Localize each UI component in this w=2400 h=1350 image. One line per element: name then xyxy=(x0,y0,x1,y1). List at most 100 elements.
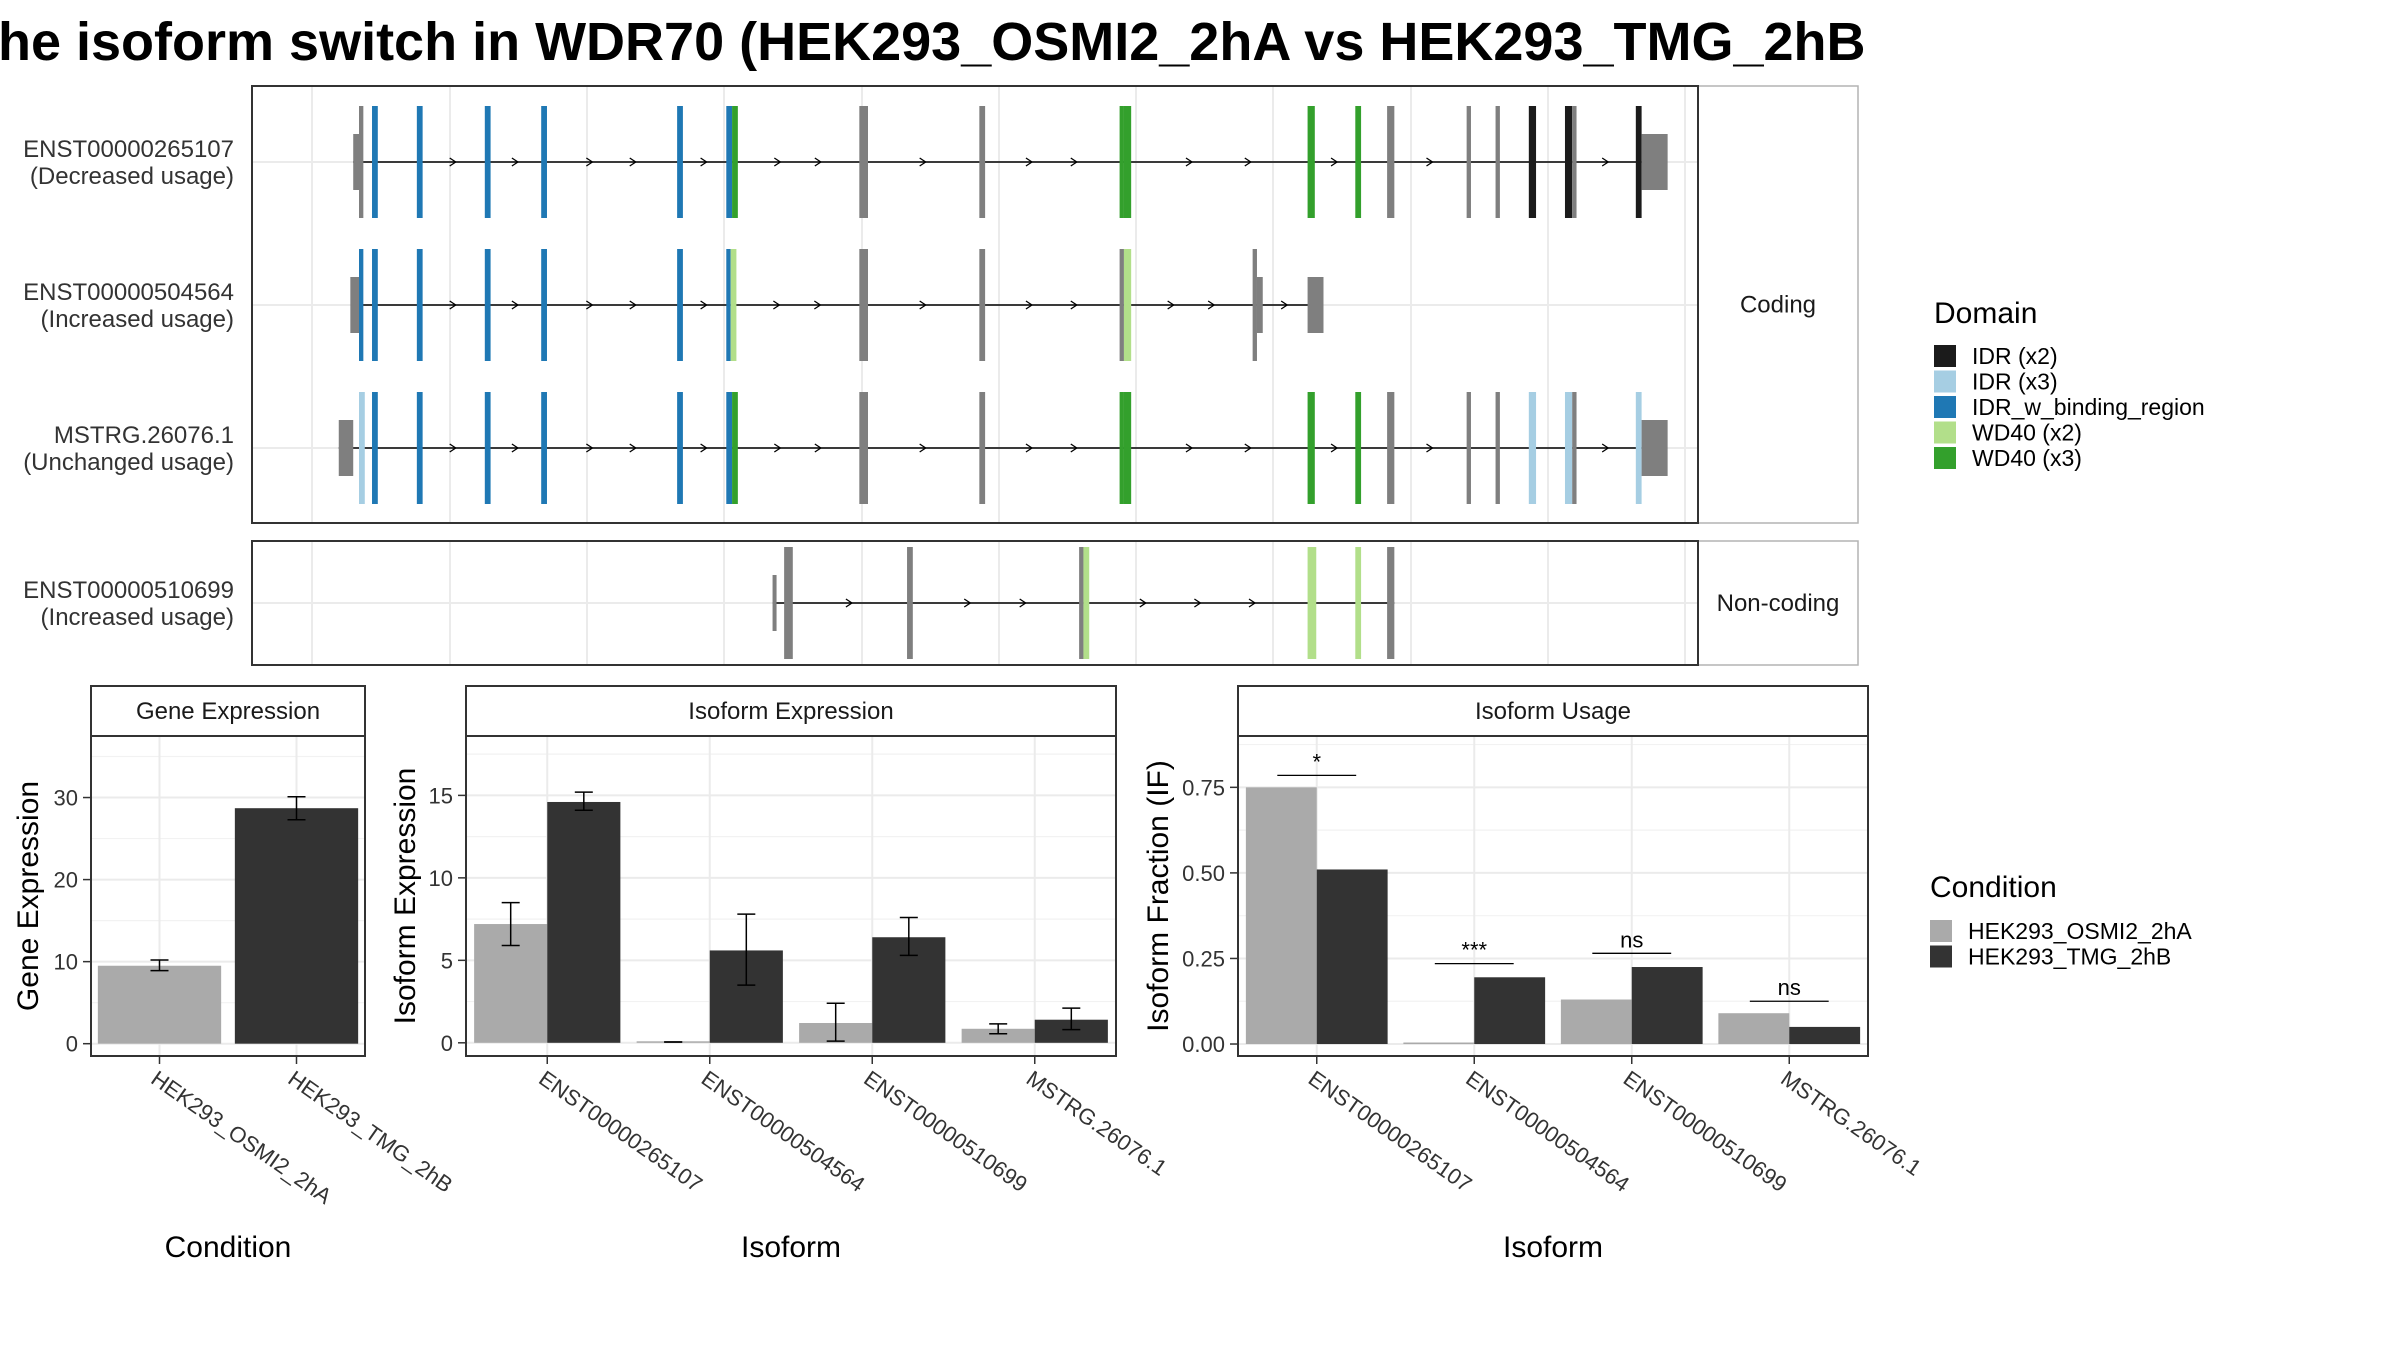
strand-arrow xyxy=(1426,157,1434,167)
bar xyxy=(1474,977,1546,1045)
exon-block xyxy=(732,106,738,218)
isoform-label: ENST00000510699 xyxy=(23,577,234,604)
strand-arrow xyxy=(700,443,708,453)
exon-block xyxy=(338,420,354,476)
figure-title: he isoform switch in WDR70 (HEK293_OSMI2… xyxy=(0,12,1866,72)
strand-arrow xyxy=(1167,300,1175,310)
bar xyxy=(1403,1042,1475,1045)
exon-block xyxy=(541,392,547,504)
exon-block xyxy=(1123,249,1132,361)
y-tick-label: 15 xyxy=(429,783,453,808)
exon-block xyxy=(1528,392,1537,504)
isoform-usage-label: (Increased usage) xyxy=(41,306,234,333)
x-tick-label: ENST00000504564 xyxy=(1461,1066,1634,1197)
condition-legend-label: HEK293_TMG_2hB xyxy=(1968,944,2171,970)
structure-panel-border xyxy=(251,540,1699,666)
condition-legend-key xyxy=(1930,945,1952,968)
strand-arrow xyxy=(511,443,520,453)
exon-block xyxy=(1123,106,1132,218)
expression-bar-charts: 0102030HEK293_OSMI2_2hAHEK293_TMG_2hBGen… xyxy=(12,685,1926,1264)
strand-arrow xyxy=(1601,157,1610,167)
x-tick-label: MSTRG.26076.1 xyxy=(1022,1066,1172,1181)
facet-strip-label: Coding xyxy=(1740,292,1816,319)
y-tick-label: 10 xyxy=(54,950,78,975)
exon-block xyxy=(730,249,737,361)
strand-arrow xyxy=(814,443,823,453)
exon-block xyxy=(1466,392,1471,504)
strand-arrow xyxy=(773,443,782,453)
y-tick-label: 30 xyxy=(54,786,78,811)
exon-block xyxy=(1256,277,1263,333)
x-axis-title: Isoform xyxy=(741,1231,841,1264)
isoform-label: ENST00000504564 xyxy=(23,279,234,306)
strand-arrow xyxy=(919,300,927,310)
strand-arrow xyxy=(700,300,708,310)
isoform-usage-label: (Increased usage) xyxy=(41,604,234,631)
y-axis-title: Gene Expression xyxy=(12,781,45,1011)
strand-arrow xyxy=(586,443,594,453)
bar xyxy=(1631,967,1703,1045)
domain-legend-key xyxy=(1934,370,1956,393)
strand-arrow xyxy=(629,300,637,310)
exon-block xyxy=(1635,106,1642,218)
domain-legend-key xyxy=(1934,421,1956,444)
y-tick-label: 0 xyxy=(66,1032,78,1057)
x-axis-title: Condition xyxy=(165,1231,292,1264)
strand-arrow xyxy=(773,300,781,310)
strand-arrow xyxy=(963,598,972,608)
exon-block xyxy=(1564,392,1573,504)
isoform-label: MSTRG.26076.1 xyxy=(54,422,234,449)
strand-arrow xyxy=(813,300,822,310)
domain-legend-key xyxy=(1934,447,1956,469)
exon-block xyxy=(784,547,793,659)
isoform-usage-label: (Decreased usage) xyxy=(30,163,234,190)
significance-label: *** xyxy=(1461,938,1487,963)
condition-legend-key xyxy=(1930,920,1952,942)
exon-block xyxy=(416,106,423,218)
exon-block xyxy=(677,392,683,504)
exon-block xyxy=(416,392,423,504)
strand-arrow xyxy=(629,443,637,453)
exon-block xyxy=(541,249,547,361)
strand-arrow xyxy=(1025,157,1034,167)
exon-block xyxy=(372,106,378,218)
exon-block xyxy=(1355,392,1362,504)
domain-legend-label: WD40 (x3) xyxy=(1972,445,2082,471)
exon-block xyxy=(1528,106,1537,218)
exon-block xyxy=(359,249,364,361)
transcript-structure-plot: Coding ENST00000265107(Decreased usage) EN… xyxy=(23,85,1859,666)
exon-block xyxy=(1387,106,1395,218)
bar xyxy=(1718,1013,1790,1045)
strand-arrow xyxy=(919,157,927,167)
strand-arrow xyxy=(1070,300,1078,310)
y-axis-title: Isoform Fraction (IF) xyxy=(1142,760,1175,1032)
domain-legend-label: WD40 (x2) xyxy=(1972,420,2082,446)
exon-block xyxy=(1355,106,1362,218)
exon-block xyxy=(772,575,777,631)
exon-block xyxy=(726,392,733,504)
exon-block xyxy=(859,106,868,218)
strand-arrow xyxy=(1244,157,1252,167)
strand-arrow xyxy=(511,300,520,310)
exon-block xyxy=(484,106,491,218)
strand-arrow xyxy=(1070,443,1078,453)
exon-block xyxy=(1307,106,1315,218)
strand-arrow xyxy=(586,300,594,310)
chart-strip-box xyxy=(465,685,1117,737)
x-tick-label: ENST00000265107 xyxy=(1304,1066,1477,1197)
chart-strip-title: Isoform Expression xyxy=(688,698,893,725)
exon-block xyxy=(1083,547,1090,659)
exon-block xyxy=(359,392,365,504)
exon-block xyxy=(1495,392,1500,504)
bar xyxy=(1560,999,1632,1045)
exon-block xyxy=(1564,106,1573,218)
exon-block xyxy=(726,249,731,361)
bar xyxy=(97,965,222,1044)
y-tick-label: 5 xyxy=(441,948,453,973)
strand-arrow xyxy=(700,157,708,167)
strand-arrow xyxy=(919,443,927,453)
strand-arrow xyxy=(1426,443,1434,453)
exon-block xyxy=(1355,547,1362,659)
